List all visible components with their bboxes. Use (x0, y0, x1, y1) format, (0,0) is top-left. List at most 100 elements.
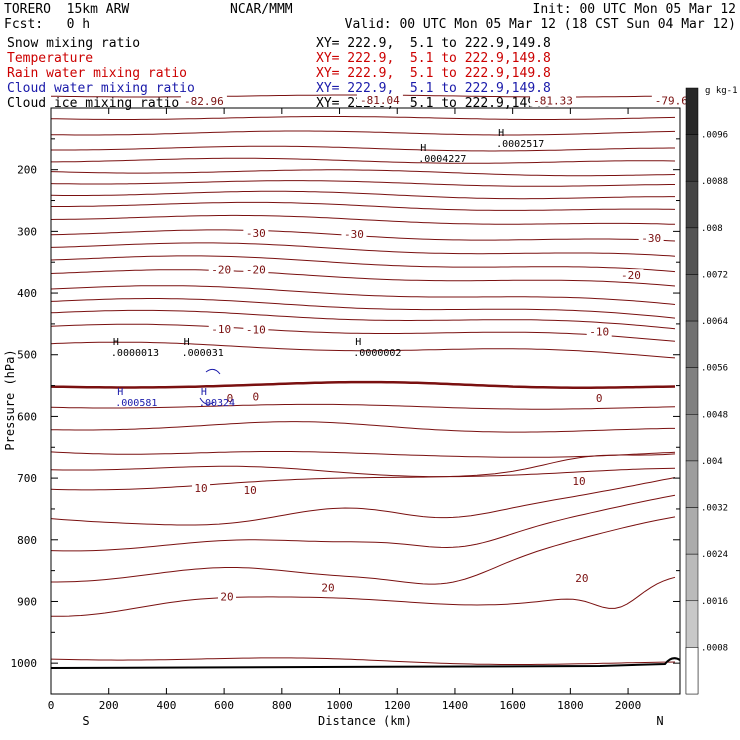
temperature-label: -79.6 (655, 95, 688, 108)
axes: 0 200 400 600 800 1000 1200 1400 1600 1800 2000200… (11, 107, 680, 712)
temperature-label: -20 (621, 269, 641, 282)
maximum-value: .000581 (115, 398, 157, 409)
maximum-value: .00324 (199, 398, 235, 409)
maximum-marker: H (184, 337, 190, 348)
y-tick-label: 300 (17, 225, 37, 238)
temperature-label: 10 (194, 482, 207, 495)
colorbar-label: .0048 (701, 410, 728, 420)
temperature-label: 10 (243, 484, 256, 497)
x-tick-label: 1800 (557, 699, 584, 712)
legend-cloudice-name: Cloud ice mixing ratio (7, 96, 180, 111)
legend-cloudwater-name: Cloud water mixing ratio (7, 81, 195, 96)
y-tick-label: 900 (17, 595, 37, 608)
maximum-marker: H (355, 337, 361, 348)
freezing-level-isotherm (50, 380, 676, 389)
label-mask (586, 325, 612, 338)
isotherm (50, 242, 676, 257)
colorbar-label: .0096 (701, 131, 728, 141)
isotherm (50, 190, 675, 200)
temperature-label: -82.96 (184, 95, 224, 108)
isotherm (50, 309, 676, 330)
colorbar-segment (685, 414, 699, 462)
isotherm (50, 477, 676, 526)
colorbar-segment (685, 460, 699, 508)
y-tick-label: 600 (17, 410, 37, 423)
colorbar-segment (685, 367, 699, 415)
legend-rain-xy: XY= 222.9, 5.1 to 222.9,149.8 (316, 66, 551, 81)
label-mask (651, 94, 691, 107)
temperature-labels: -82.96 -81.04 -81.33 -79.6 -30 -30 -30 -20 -20 -2… (180, 93, 691, 604)
y-tick-label: 200 (17, 164, 37, 177)
label-mask (224, 391, 236, 404)
label-mask (356, 93, 403, 106)
isotherm (50, 180, 675, 187)
label-mask (208, 263, 234, 276)
maximum-marker: H (201, 387, 207, 398)
label-mask (341, 227, 367, 240)
maximum-marker: H (113, 337, 119, 348)
colorbar-segment (685, 274, 699, 322)
label-mask (250, 390, 262, 403)
label-mask (638, 232, 664, 245)
legend-rain-name: Rain water mixing ratio (7, 66, 188, 81)
y-tick-label: 700 (17, 472, 37, 485)
maximum-marker: H (117, 387, 123, 398)
label-mask (192, 481, 211, 494)
temperature-label: -30 (246, 227, 266, 240)
model-title: TORERO 15km ARW (4, 2, 130, 17)
label-mask (318, 581, 337, 594)
legend-temp-name: Temperature (7, 51, 94, 66)
x-tick-label: 1600 (499, 699, 526, 712)
label-mask (593, 391, 605, 404)
colorbar-label: .004 (701, 457, 723, 467)
isotherm (50, 465, 676, 478)
label-mask (243, 323, 269, 336)
plot-frame (50, 107, 681, 695)
x-tick-label: 1200 (384, 699, 411, 712)
label-mask (243, 227, 269, 240)
temperature-label: 20 (220, 591, 233, 604)
colorbar-label: .0008 (701, 643, 728, 653)
maximum-marker: H (498, 128, 504, 139)
maximum-value: .0004227 (418, 154, 466, 165)
colorbar-segment (685, 647, 699, 695)
colorbar-label: .0088 (701, 177, 728, 187)
temperature-label: 0 (253, 391, 260, 404)
temperature-label: -10 (246, 323, 266, 336)
x-tick-label: 0 (48, 699, 55, 712)
legend-snow-xy: XY= 222.9, 5.1 to 222.9,149.8 (316, 36, 551, 51)
temperature-label: -30 (641, 232, 661, 245)
colorbar-segment (685, 134, 699, 182)
temperature-label: -20 (246, 264, 266, 277)
temperature-label: -81.33 (533, 95, 573, 108)
label-mask (208, 322, 234, 335)
colorbar-label: .008 (701, 224, 723, 234)
colorbar-label: .0064 (701, 317, 728, 327)
isotherm (50, 169, 676, 177)
maximum-value: .0000013 (111, 348, 159, 359)
colorbar-segment (685, 180, 699, 229)
label-mask (218, 590, 237, 603)
isotherm (50, 453, 676, 491)
label-mask (572, 572, 591, 585)
x-tick-label: 1400 (442, 699, 469, 712)
y-tick-label: 400 (17, 287, 37, 300)
isotherm (51, 201, 676, 211)
isotherm (50, 214, 676, 225)
isotherm (51, 516, 676, 585)
isotherm (50, 494, 676, 552)
isotherm (50, 285, 676, 305)
x-axis-label: Distance (km) (318, 714, 412, 728)
temperature-label: -30 (344, 228, 364, 241)
isotherm (50, 323, 676, 342)
isotherm (50, 576, 676, 617)
colorbar-label: .0072 (701, 270, 728, 280)
temperature-label: -10 (589, 325, 609, 338)
isotherm (50, 403, 676, 410)
isotherm (50, 657, 676, 665)
center-label: NCAR/MMM (230, 2, 293, 17)
legend-temp-xy: XY= 222.9, 5.1 to 222.9,149.8 (316, 51, 551, 66)
south-label: S (82, 714, 89, 728)
x-tick-label: 2000 (615, 699, 642, 712)
